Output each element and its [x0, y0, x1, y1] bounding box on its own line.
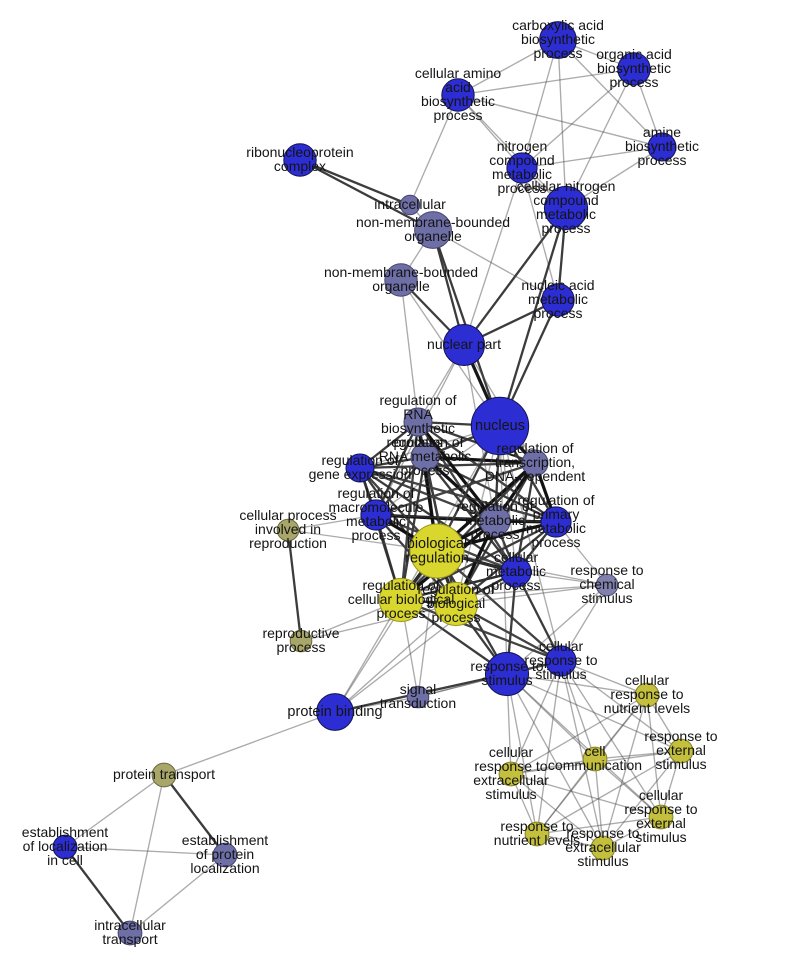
svg-text:gene expression: gene expression — [309, 466, 412, 482]
svg-text:process: process — [533, 45, 582, 61]
svg-text:process: process — [351, 527, 400, 543]
svg-text:organelle: organelle — [404, 228, 462, 244]
svg-text:process: process — [531, 534, 580, 550]
svg-text:stimulus: stimulus — [481, 672, 532, 688]
svg-text:process: process — [637, 152, 686, 168]
svg-text:process: process — [609, 74, 658, 90]
svg-text:protein transport: protein transport — [113, 766, 215, 782]
svg-text:process: process — [533, 305, 582, 321]
svg-text:process: process — [470, 526, 519, 542]
svg-text:nutrient levels: nutrient levels — [604, 700, 690, 716]
svg-text:transport: transport — [102, 931, 157, 947]
svg-text:process: process — [541, 220, 590, 236]
svg-text:nucleus: nucleus — [475, 418, 525, 434]
svg-text:communication: communication — [548, 757, 642, 773]
svg-text:localization: localization — [190, 860, 259, 876]
svg-text:stimulus: stimulus — [577, 853, 628, 869]
svg-text:process: process — [376, 605, 425, 621]
svg-text:process: process — [400, 462, 449, 478]
svg-text:stimulus: stimulus — [655, 756, 706, 772]
svg-text:transduction: transduction — [380, 695, 456, 711]
svg-text:stimulus: stimulus — [635, 829, 686, 845]
svg-text:process: process — [276, 639, 325, 655]
svg-text:stimulus: stimulus — [535, 666, 586, 682]
svg-text:intracellular: intracellular — [374, 196, 446, 212]
svg-text:complex: complex — [274, 158, 326, 174]
svg-text:in cell: in cell — [47, 852, 83, 868]
svg-text:organelle: organelle — [372, 278, 430, 294]
svg-text:DNA-dependent: DNA-dependent — [485, 468, 586, 484]
svg-text:protein binding: protein binding — [287, 704, 382, 720]
svg-text:nuclear part: nuclear part — [427, 336, 501, 352]
svg-text:reproduction: reproduction — [249, 535, 327, 551]
svg-text:stimulus: stimulus — [581, 590, 632, 606]
svg-text:process: process — [433, 107, 482, 123]
svg-text:stimulus: stimulus — [485, 786, 536, 802]
svg-text:process: process — [431, 609, 480, 625]
svg-text:regulation: regulation — [405, 550, 469, 566]
svg-text:process: process — [491, 577, 540, 593]
